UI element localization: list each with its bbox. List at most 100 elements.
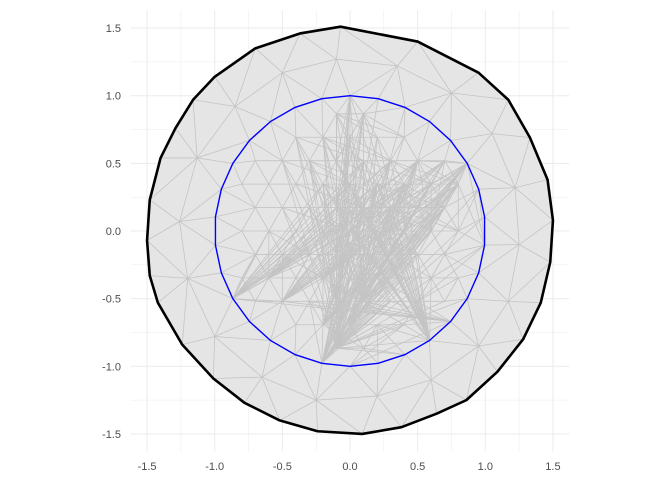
mesh-edge <box>232 183 324 299</box>
mesh-edge <box>309 301 324 325</box>
mesh-edge <box>349 183 405 232</box>
mesh-edge <box>336 113 364 208</box>
mesh-edge <box>336 59 351 96</box>
mesh-edge <box>214 336 271 341</box>
mesh-edge <box>270 72 283 122</box>
mesh-edge <box>149 157 198 201</box>
mesh-edge <box>507 301 524 340</box>
mesh-edge <box>249 140 283 162</box>
mesh-edge <box>249 300 283 322</box>
mesh-edge <box>321 184 378 364</box>
mesh-edge <box>349 95 430 341</box>
mesh-edge <box>282 163 468 302</box>
mesh-edge <box>268 160 283 185</box>
mesh-edge <box>282 207 297 232</box>
x-tick-label: 1.5 <box>545 461 560 473</box>
mesh-edge <box>417 230 432 255</box>
mesh-edge <box>212 336 216 379</box>
mesh-edge <box>321 98 324 138</box>
y-tick-label: 0.0 <box>106 226 121 238</box>
mesh-edge <box>484 216 520 245</box>
mesh-edge <box>340 26 398 67</box>
mesh-edge <box>417 244 485 302</box>
mesh-edge <box>336 137 405 349</box>
mesh-edge <box>215 207 256 218</box>
mesh-edge <box>336 298 468 349</box>
mesh-edge <box>417 163 468 208</box>
mesh-edge <box>430 230 446 255</box>
mesh-edge <box>179 221 216 246</box>
mesh-edge <box>444 244 485 255</box>
inner-boundary <box>214 94 486 368</box>
mesh-edge <box>363 113 378 138</box>
mesh-edge <box>261 376 317 401</box>
mesh-edge <box>261 340 271 378</box>
mesh-edge <box>466 163 485 246</box>
mesh-edge <box>321 160 391 364</box>
mesh-edge <box>213 376 263 379</box>
mesh-edge <box>268 183 324 279</box>
mesh-edge <box>294 324 297 355</box>
mesh-edge <box>261 354 296 378</box>
mesh-edge <box>322 160 445 279</box>
mesh-edge <box>349 277 405 326</box>
mesh-edge <box>396 65 406 108</box>
mesh-edge <box>281 72 296 108</box>
mesh-edge <box>282 72 323 99</box>
mesh-edge <box>309 160 337 349</box>
mesh-edge <box>175 127 198 159</box>
mesh-edge <box>282 137 297 161</box>
mesh-edge <box>518 219 554 245</box>
mesh-edge <box>430 244 485 279</box>
mesh-edge <box>376 137 430 341</box>
mesh-edge <box>363 107 406 115</box>
mesh-edge <box>282 301 297 325</box>
mesh-edge <box>390 137 405 161</box>
mesh-edge <box>336 58 398 67</box>
mesh-edge <box>417 277 459 302</box>
mesh-edge <box>336 95 351 255</box>
mesh-edge <box>363 183 459 302</box>
mesh-edge <box>465 345 479 401</box>
mesh-edge <box>179 221 189 279</box>
mesh-edge <box>215 216 242 232</box>
mesh-edge <box>376 354 406 397</box>
mesh-edge <box>336 230 459 349</box>
mesh-edge <box>322 183 432 325</box>
mesh-edge <box>255 48 283 73</box>
mesh <box>146 26 554 435</box>
mesh-edge <box>215 230 242 246</box>
mesh-edge <box>349 321 451 367</box>
mesh-edge <box>249 140 256 161</box>
mesh-edge <box>268 183 283 208</box>
mesh-edge <box>322 137 337 302</box>
boundaries <box>145 25 555 436</box>
mesh-edge <box>430 163 468 232</box>
mesh-edge <box>294 107 297 138</box>
mesh-edge <box>295 301 310 325</box>
mesh-edge <box>390 160 419 255</box>
mesh-edge <box>336 95 351 115</box>
mesh-edge <box>478 189 485 246</box>
mesh-edge <box>270 121 283 161</box>
mesh-edge <box>336 340 430 349</box>
mesh-edge <box>491 99 509 134</box>
mesh-edge <box>508 261 551 302</box>
mesh-edge <box>309 301 323 364</box>
mesh-edge <box>192 99 198 158</box>
mesh-edge <box>429 340 432 380</box>
mesh-edge <box>149 199 180 222</box>
mesh-edge <box>336 300 445 349</box>
mesh-edge <box>403 183 459 232</box>
mesh-edge <box>363 347 379 364</box>
mesh-edge <box>196 106 236 159</box>
mesh-edge <box>336 207 446 349</box>
mesh-edge <box>349 136 391 162</box>
y-tick-label: -1.0 <box>102 361 121 373</box>
mesh-edge <box>294 107 324 138</box>
mesh-edge <box>349 65 398 97</box>
mesh-edge <box>192 99 236 107</box>
mesh-edge <box>336 95 351 302</box>
mesh-edge <box>403 137 418 161</box>
